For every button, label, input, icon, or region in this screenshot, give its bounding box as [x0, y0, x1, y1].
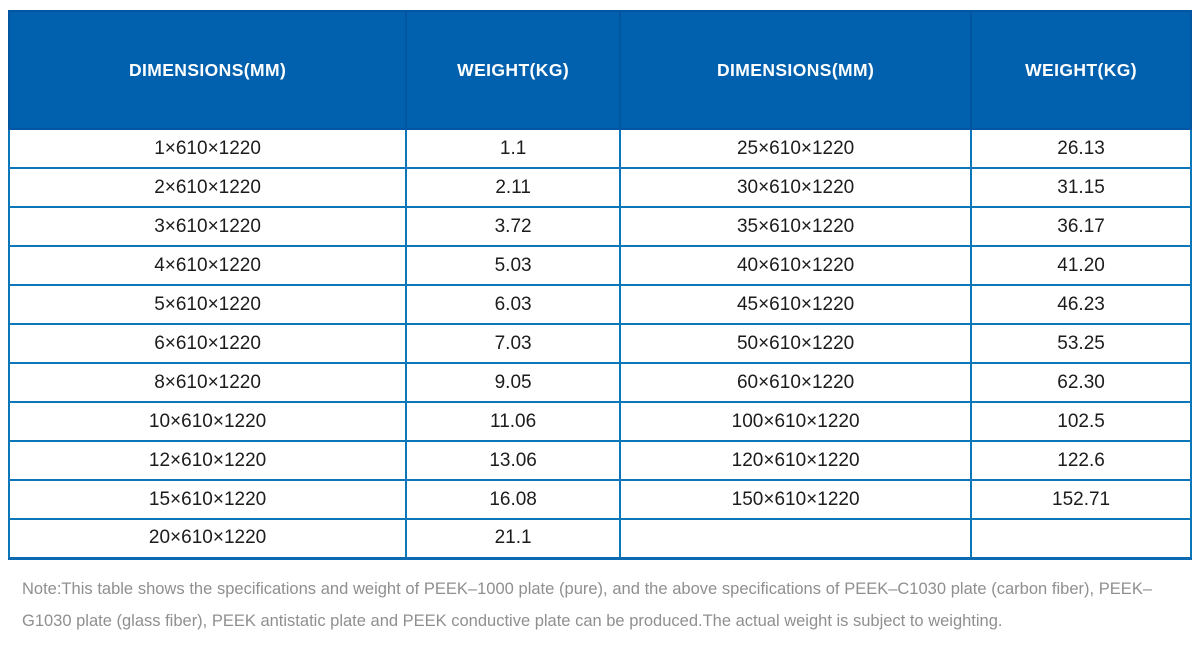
dimension-cell: 60×610×1220	[619, 362, 973, 403]
table-row: 12×610×1220 13.06 120×610×1220 122.6	[7, 440, 1192, 481]
table-row: 2×610×1220 2.11 30×610×1220 31.15	[7, 167, 1192, 208]
dimension-cell: 35×610×1220	[619, 206, 973, 247]
dimension-cell: 150×610×1220	[619, 479, 973, 520]
column-header-weight-right: WEIGHT(KG)	[970, 10, 1192, 130]
table-header: DIMENSIONS(MM) WEIGHT(KG) DIMENSIONS(MM)…	[7, 10, 1192, 130]
table-row: 1×610×1220 1.1 25×610×1220 26.13	[7, 128, 1192, 169]
weight-cell: 13.06	[405, 440, 622, 481]
weight-cell: 41.20	[970, 245, 1192, 286]
dimension-cell: 120×610×1220	[619, 440, 973, 481]
table-row: 10×610×1220 11.06 100×610×1220 102.5	[7, 401, 1192, 442]
dimension-cell: 2×610×1220	[7, 167, 408, 208]
spec-table: DIMENSIONS(MM) WEIGHT(KG) DIMENSIONS(MM)…	[7, 10, 1192, 560]
weight-cell: 21.1	[405, 518, 622, 560]
table-row: 15×610×1220 16.08 150×610×1220 152.71	[7, 479, 1192, 520]
weight-cell: 11.06	[405, 401, 622, 442]
table-row: 3×610×1220 3.72 35×610×1220 36.17	[7, 206, 1192, 247]
note-text: Note:This table shows the specifications…	[22, 579, 1152, 630]
weight-cell: 16.08	[405, 479, 622, 520]
weight-cell: 122.6	[970, 440, 1192, 481]
weight-cell: 46.23	[970, 284, 1192, 325]
weight-cell: 5.03	[405, 245, 622, 286]
table-row: 20×610×1220 21.1	[7, 518, 1192, 560]
table-row: 6×610×1220 7.03 50×610×1220 53.25	[7, 323, 1192, 364]
column-header-dimensions-left: DIMENSIONS(MM)	[7, 10, 408, 130]
table-row: 8×610×1220 9.05 60×610×1220 62.30	[7, 362, 1192, 403]
weight-cell: 6.03	[405, 284, 622, 325]
dimension-cell	[619, 518, 973, 560]
weight-cell	[970, 518, 1192, 560]
header-row: DIMENSIONS(MM) WEIGHT(KG) DIMENSIONS(MM)…	[7, 10, 1192, 130]
weight-cell: 36.17	[970, 206, 1192, 247]
dimension-cell: 3×610×1220	[7, 206, 408, 247]
weight-cell: 152.71	[970, 479, 1192, 520]
weight-cell: 9.05	[405, 362, 622, 403]
column-header-dimensions-right: DIMENSIONS(MM)	[619, 10, 973, 130]
weight-cell: 1.1	[405, 128, 622, 169]
column-header-weight-left: WEIGHT(KG)	[405, 10, 622, 130]
dimension-cell: 45×610×1220	[619, 284, 973, 325]
dimension-cell: 1×610×1220	[7, 128, 408, 169]
dimension-cell: 6×610×1220	[7, 323, 408, 364]
weight-cell: 26.13	[970, 128, 1192, 169]
dimension-cell: 12×610×1220	[7, 440, 408, 481]
dimension-cell: 30×610×1220	[619, 167, 973, 208]
dimension-cell: 25×610×1220	[619, 128, 973, 169]
table-row: 4×610×1220 5.03 40×610×1220 41.20	[7, 245, 1192, 286]
weight-cell: 62.30	[970, 362, 1192, 403]
dimension-cell: 20×610×1220	[7, 518, 408, 560]
dimension-cell: 10×610×1220	[7, 401, 408, 442]
weight-cell: 7.03	[405, 323, 622, 364]
dimension-cell: 5×610×1220	[7, 284, 408, 325]
table-row: 5×610×1220 6.03 45×610×1220 46.23	[7, 284, 1192, 325]
weight-cell: 3.72	[405, 206, 622, 247]
dimension-cell: 4×610×1220	[7, 245, 408, 286]
weight-cell: 31.15	[970, 167, 1192, 208]
table-body: 1×610×1220 1.1 25×610×1220 26.13 2×610×1…	[7, 128, 1192, 560]
dimension-cell: 15×610×1220	[7, 479, 408, 520]
dimension-cell: 50×610×1220	[619, 323, 973, 364]
weight-cell: 2.11	[405, 167, 622, 208]
dimension-cell: 8×610×1220	[7, 362, 408, 403]
dimension-cell: 40×610×1220	[619, 245, 973, 286]
weight-cell: 102.5	[970, 401, 1192, 442]
dimension-cell: 100×610×1220	[619, 401, 973, 442]
weight-cell: 53.25	[970, 323, 1192, 364]
